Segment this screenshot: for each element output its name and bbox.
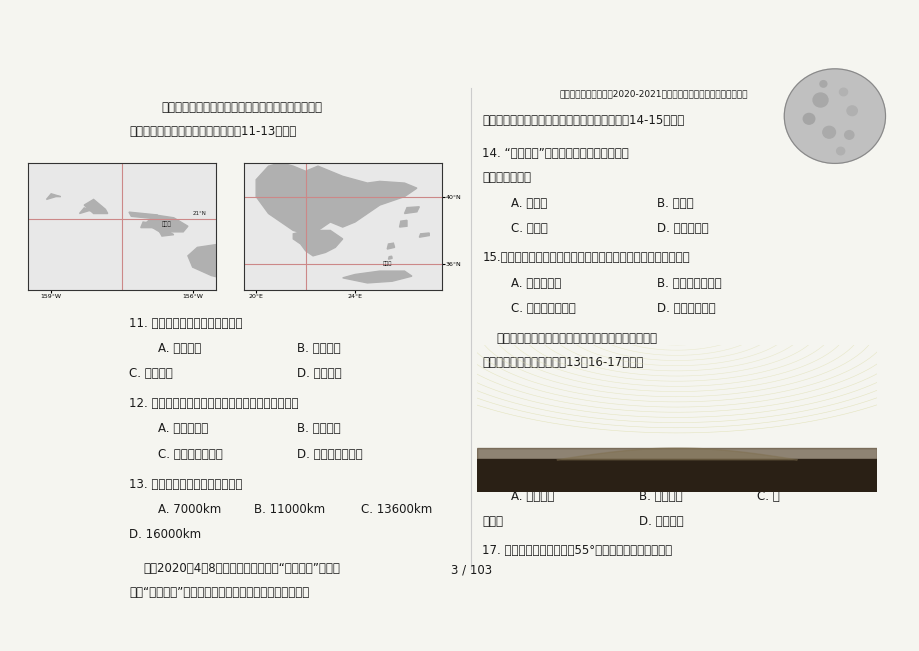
Text: 16. 该照片能证明（　　）: 16. 该照片能证明（ ） [482,465,574,478]
Polygon shape [387,243,394,249]
Polygon shape [293,230,342,256]
Text: B. 11000km: B. 11000km [254,503,324,516]
Polygon shape [160,232,174,236]
Polygon shape [145,215,187,232]
Text: 15.相对于地球来说，月球更易遭受陨石袭击，其原因是（　　）: 15.相对于地球来说，月球更易遭受陨石袭击，其原因是（ ） [482,251,689,264]
Text: 夏威夷群岛中的毛伊岛和希腊的锡拉岛（如图所示）: 夏威夷群岛中的毛伊岛和希腊的锡拉岛（如图所示） [161,101,322,114]
Polygon shape [388,256,391,259]
Circle shape [819,81,826,87]
Text: 空。“超级月亮”指的是月亮位于地点、附近时的满月，此: 空。“超级月亮”指的是月亮位于地点、附近时的满月，此 [129,586,309,599]
Circle shape [812,93,827,107]
Text: 毛伊岛: 毛伊岛 [162,221,171,227]
Polygon shape [79,208,94,214]
Text: B. 一直向东: B. 一直向东 [297,422,340,436]
Text: 17. 如果拍摄时所用仰角为55°，那么拍摄的地点一定在: 17. 如果拍摄时所用仰角为55°，那么拍摄的地点一定在 [482,544,672,557]
Text: B. 地球公转: B. 地球公转 [639,490,682,503]
Circle shape [844,131,853,139]
Text: C. 宇宙环境不安全: C. 宇宙环境不安全 [510,302,575,315]
Polygon shape [84,199,108,214]
Polygon shape [404,207,419,214]
Text: 12. 从毛伊岛到锡拉岛的最短航线的航向是（　　）: 12. 从毛伊岛到锡拉岛的最短航线的航向是（ ） [129,397,299,410]
Text: C. 鈣河系: C. 鈣河系 [510,222,547,235]
Text: D. 可观测宇宙: D. 可观测宇宙 [656,222,708,235]
Polygon shape [187,245,249,281]
Text: A. 一直向西北: A. 一直向西北 [158,422,208,436]
Text: 江西省赣州市信丰中学2020-2021学年高一地理上学期第一次月考试题: 江西省赣州市信丰中学2020-2021学年高一地理上学期第一次月考试题 [559,90,747,99]
Text: A. 7000km: A. 7000km [158,503,221,516]
Text: 低的是（　　）: 低的是（ ） [482,171,530,184]
Text: 下图是一位天文摄影爱好者在某地用连续曝光拍摄的: 下图是一位天文摄影爱好者在某地用连续曝光拍摄的 [496,332,657,345]
Text: 星现象: 星现象 [482,515,503,528]
Circle shape [802,113,814,124]
Text: B. 太阳系: B. 太阳系 [656,197,693,210]
Text: B. 离小行星带更近: B. 离小行星带更近 [656,277,720,290]
Text: A. 地月系: A. 地月系 [510,197,547,210]
Text: C. 先向北，后向南: C. 先向北，后向南 [158,447,222,460]
Circle shape [839,88,846,96]
Text: 13. 两岛间最短距离约为（　　）: 13. 两岛间最短距离约为（ ） [129,478,243,491]
Polygon shape [141,222,154,228]
Text: D. 16000km: D. 16000km [129,528,201,541]
Polygon shape [419,233,429,237]
Polygon shape [342,271,412,283]
Text: 时的月亮看上去更大、更圆（下图）。据此完戕14-15小题。: 时的月亮看上去更大、更圆（下图）。据此完戕14-15小题。 [482,114,684,127]
Circle shape [822,126,834,138]
Text: 21°N: 21°N [192,212,206,216]
Bar [476,448,876,465]
Text: 14. “超级月亮”所处的天体系统中，级别最: 14. “超级月亮”所处的天体系统中，级别最 [482,146,629,159]
Text: A. 公转速度快: A. 公转速度快 [510,277,561,290]
Text: D. 恒星运动: D. 恒星运动 [639,515,683,528]
Polygon shape [399,220,406,227]
Text: C. 流: C. 流 [756,490,778,503]
Text: 北极星空照片。读图，完戕13第16-17小题。: 北极星空照片。读图，完戕13第16-17小题。 [482,356,642,369]
Polygon shape [129,212,160,219]
Text: D. 正南方向: D. 正南方向 [297,367,341,380]
Text: 3 / 103: 3 / 103 [450,564,492,577]
Text: 上有世界闻名的红沙滩。读图，完戕11-13小题。: 上有世界闻名的红沙滩。读图，完戕11-13小题。 [129,125,296,138]
Polygon shape [47,194,61,199]
Text: A. 西北方向: A. 西北方向 [158,342,201,355]
Text: 2020年4月8日凌晨，今年最大的“超级月亮”现身夜: 2020年4月8日凌晨，今年最大的“超级月亮”现身夜 [143,562,340,575]
Text: A. 地球自转: A. 地球自转 [510,490,553,503]
Text: B. 东南方向: B. 东南方向 [297,342,340,355]
Polygon shape [255,163,416,234]
Text: C. 正北方向: C. 正北方向 [129,367,173,380]
Text: D. 先向南，后向北: D. 先向南，后向北 [297,447,362,460]
Text: C. 13600km: C. 13600km [360,503,432,516]
Text: 11. 毛伊岛位于锡拉岛的（　　）: 11. 毛伊岛位于锡拉岛的（ ） [129,317,243,330]
Circle shape [783,69,885,163]
Text: 锡拉岛: 锡拉岛 [382,261,391,266]
Circle shape [846,106,857,116]
Bar [476,460,876,492]
Text: D. 表面无大气层: D. 表面无大气层 [656,302,715,315]
Circle shape [835,147,844,155]
Polygon shape [448,256,455,264]
